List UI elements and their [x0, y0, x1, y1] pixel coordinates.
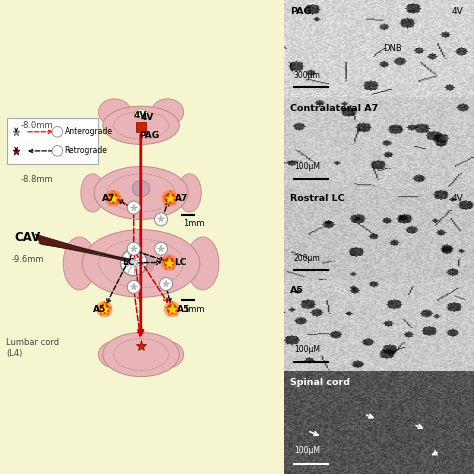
Text: A7: A7 — [102, 194, 115, 203]
Text: 4V: 4V — [134, 111, 147, 120]
Ellipse shape — [132, 181, 150, 197]
Ellipse shape — [187, 237, 219, 290]
Text: Spinal cord: Spinal cord — [290, 378, 350, 387]
Ellipse shape — [82, 230, 200, 297]
Text: 4V: 4V — [451, 7, 463, 16]
Circle shape — [164, 301, 180, 317]
Text: 300μm: 300μm — [294, 71, 321, 80]
Circle shape — [155, 213, 167, 226]
Text: 4V: 4V — [451, 194, 463, 203]
Circle shape — [167, 304, 177, 314]
Text: LC: LC — [174, 258, 187, 267]
Circle shape — [108, 193, 118, 203]
Text: 1mm: 1mm — [183, 305, 205, 314]
Ellipse shape — [63, 237, 95, 290]
Circle shape — [52, 127, 63, 137]
Text: 4V: 4V — [141, 113, 155, 122]
Circle shape — [127, 242, 140, 255]
Ellipse shape — [151, 99, 183, 125]
Text: Rostral LC: Rostral LC — [290, 194, 345, 203]
Circle shape — [164, 257, 174, 268]
Circle shape — [52, 146, 63, 156]
Text: A5: A5 — [290, 286, 304, 295]
Ellipse shape — [99, 99, 131, 125]
Circle shape — [162, 190, 178, 207]
Ellipse shape — [178, 174, 201, 212]
Circle shape — [127, 281, 140, 293]
Text: 100μM: 100μM — [294, 447, 320, 456]
Ellipse shape — [94, 166, 188, 219]
Ellipse shape — [151, 341, 183, 368]
Text: Lumbar cord
(L4): Lumbar cord (L4) — [6, 338, 59, 358]
Text: A7: A7 — [175, 194, 189, 203]
Text: PAG: PAG — [290, 7, 311, 16]
Text: A5: A5 — [177, 304, 191, 313]
Text: PAG: PAG — [139, 130, 160, 139]
Text: LC: LC — [122, 258, 134, 267]
Text: CAV: CAV — [15, 230, 41, 244]
Text: -8.8mm: -8.8mm — [20, 175, 53, 184]
Ellipse shape — [135, 109, 148, 118]
Circle shape — [120, 249, 147, 276]
Circle shape — [161, 255, 177, 271]
Ellipse shape — [103, 106, 179, 145]
Circle shape — [155, 242, 167, 255]
Ellipse shape — [143, 255, 155, 272]
Text: 200μm: 200μm — [294, 254, 320, 263]
Ellipse shape — [99, 341, 131, 368]
Text: Contralateral A7: Contralateral A7 — [290, 103, 378, 112]
Circle shape — [99, 304, 109, 314]
Text: -9.6mm: -9.6mm — [12, 255, 44, 264]
Ellipse shape — [81, 174, 104, 212]
Circle shape — [160, 278, 173, 291]
Ellipse shape — [128, 255, 139, 272]
Text: A5: A5 — [93, 304, 106, 313]
Text: Retrograde: Retrograde — [64, 146, 108, 155]
Circle shape — [164, 193, 175, 203]
Circle shape — [105, 190, 121, 207]
Text: 1mm: 1mm — [183, 219, 205, 228]
Circle shape — [127, 201, 140, 214]
Ellipse shape — [103, 333, 179, 376]
Text: Anterograde: Anterograde — [64, 128, 113, 137]
Text: 100μM: 100μM — [294, 345, 320, 354]
Text: 100μM: 100μM — [294, 163, 320, 172]
Text: DNB: DNB — [383, 44, 402, 53]
Polygon shape — [35, 234, 131, 262]
Circle shape — [96, 301, 112, 317]
Text: -8.0mm: -8.0mm — [20, 121, 53, 130]
FancyBboxPatch shape — [7, 118, 99, 164]
